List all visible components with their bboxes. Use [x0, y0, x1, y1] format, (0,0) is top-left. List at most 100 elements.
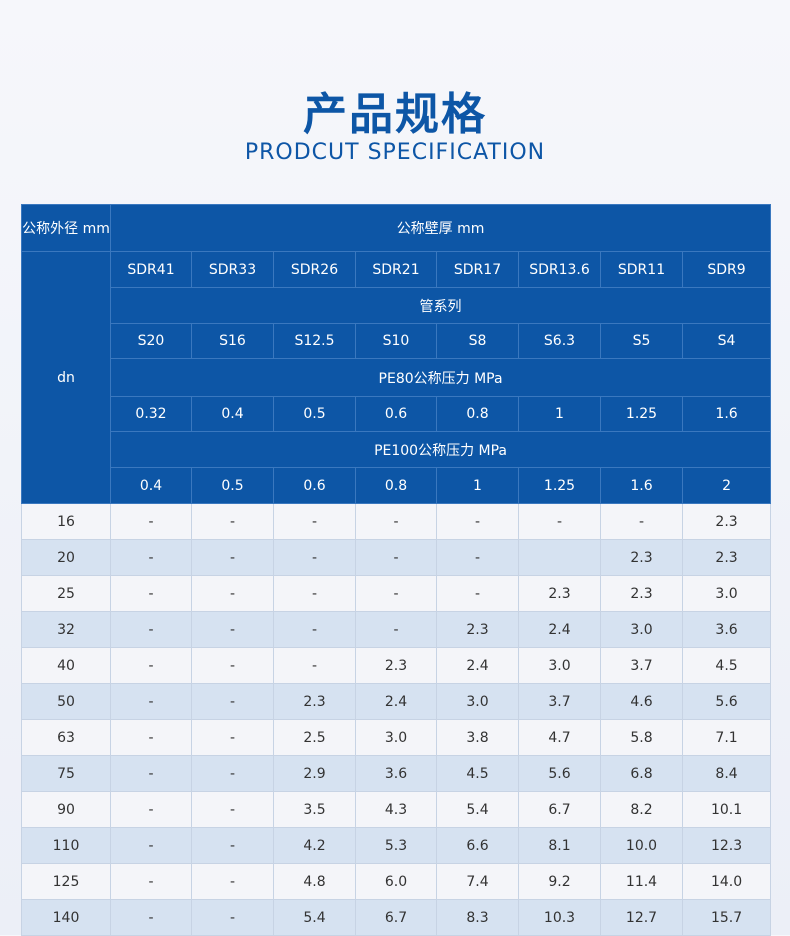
- dn-cell: 63: [21, 719, 111, 756]
- table-row: dn SDR41 SDR33 SDR26 SDR21 SDR17 SDR13.6 SDR11 S…: [21, 251, 772, 504]
- value-cell: -: [110, 791, 192, 828]
- value-cell: 5.3: [355, 827, 437, 864]
- corner-header: 公称外径 mm: [21, 204, 111, 252]
- value-cell: 2.3: [355, 647, 437, 684]
- table-row: PE80公称压力 MPa: [22, 358, 772, 397]
- value-cell: -: [191, 899, 274, 936]
- header-cell: S4: [681, 323, 772, 359]
- value-cell: 5.4: [436, 791, 519, 828]
- value-cell: 4.2: [273, 827, 356, 864]
- value-cell: -: [110, 647, 192, 684]
- value-cell: -: [191, 863, 274, 900]
- value-cell: 3.0: [681, 575, 772, 612]
- table-body: 16- - - - - - -2.3 20- - - - -2.3 2.3 25- - - - -2.3 2.3 3.…: [21, 503, 772, 936]
- value-cell: 5.6: [518, 755, 601, 792]
- table-row: 32- - - -2.3 2.4 3.0 3.6: [21, 611, 772, 648]
- value-cell: -: [273, 539, 356, 576]
- value-cell: -: [110, 719, 192, 756]
- dn-cell: 32: [21, 611, 111, 648]
- value-cell: 2.4: [518, 611, 601, 648]
- value-cell: 2.4: [436, 647, 519, 684]
- table-row: 40- - -2.3 2.4 3.0 3.7 4.5: [21, 647, 772, 684]
- value-cell: 2.3: [681, 503, 772, 540]
- header-cell: S5: [600, 323, 683, 359]
- value-cell: -: [110, 611, 192, 648]
- table-row: 20- - - - -2.3 2.3: [21, 539, 772, 576]
- header-cell: SDR41: [110, 251, 192, 288]
- header-cell: S8: [436, 323, 519, 359]
- value-cell: 2.3: [600, 575, 683, 612]
- dn-header: dn: [21, 251, 111, 504]
- value-cell: -: [110, 827, 192, 864]
- table-row: 管系列: [22, 287, 772, 324]
- value-cell: 4.7: [518, 719, 601, 756]
- table-row: 公称外径 mm 公称壁厚 mm: [21, 204, 772, 252]
- table-row: 75- -2.9 3.6 4.5 5.6 6.8 8.4: [21, 755, 772, 792]
- header-cell: S20: [110, 323, 192, 359]
- value-cell: -: [436, 503, 519, 540]
- table-row: 90- -3.5 4.3 5.4 6.7 8.2 10.1: [21, 791, 772, 828]
- value-cell: 4.3: [355, 791, 437, 828]
- header-cell: S12.5: [273, 323, 356, 359]
- value-cell: -: [191, 647, 274, 684]
- value-cell: 10.3: [518, 899, 601, 936]
- value-cell: 11.4: [600, 863, 683, 900]
- subtitle: PRODCUT SPECIFICATION: [244, 140, 546, 165]
- header-cell: SDR11: [600, 251, 683, 288]
- value-cell: 6.7: [518, 791, 601, 828]
- value-cell: 3.6: [681, 611, 772, 648]
- value-cell: 8.3: [436, 899, 519, 936]
- table-row: 25- - - - -2.3 2.3 3.0: [21, 575, 772, 612]
- dn-cell: 90: [21, 791, 111, 828]
- value-cell: 3.0: [436, 683, 519, 720]
- value-cell: 12.3: [681, 827, 772, 864]
- value-cell: -: [110, 899, 192, 936]
- value-cell: -: [191, 755, 274, 792]
- value-cell: -: [273, 611, 356, 648]
- table-row: S20 S16 S12.5 S10 S8 S6.3 S5 S4: [22, 323, 772, 359]
- header-cell: 0.4: [110, 467, 192, 504]
- header-cell: 0.5: [191, 467, 274, 504]
- value-cell: 3.6: [355, 755, 437, 792]
- header-cell: 0.4: [191, 396, 274, 432]
- group-header: PE100公称压力 MPa: [109, 431, 772, 468]
- header-cell: SDR26: [273, 251, 356, 288]
- value-cell: 8.4: [681, 755, 772, 792]
- group-header: PE80公称压力 MPa: [109, 358, 772, 397]
- dn-cell: 25: [21, 575, 111, 612]
- value-cell: -: [355, 503, 437, 540]
- value-cell: 6.8: [600, 755, 683, 792]
- value-cell: 4.6: [600, 683, 683, 720]
- header-cell: S10: [355, 323, 437, 359]
- value-cell: 3.0: [600, 611, 683, 648]
- value-cell: -: [191, 503, 274, 540]
- value-cell: 14.0: [681, 863, 772, 900]
- dn-cell: 125: [21, 863, 111, 900]
- value-cell: 10.1: [681, 791, 772, 828]
- dn-cell: 140: [21, 899, 111, 936]
- table-row: 0.4 0.5 0.6 0.8 1 1.25 1.6 2: [22, 467, 772, 504]
- table-row: 0.32 0.4 0.5 0.6 0.8 1 1.25 1.6: [22, 396, 772, 432]
- value-cell: -: [518, 503, 601, 540]
- value-cell: -: [191, 827, 274, 864]
- value-cell: [518, 539, 601, 576]
- value-cell: 3.0: [518, 647, 601, 684]
- dn-cell: 75: [21, 755, 111, 792]
- value-cell: 2.3: [600, 539, 683, 576]
- value-cell: -: [191, 539, 274, 576]
- value-cell: -: [110, 575, 192, 612]
- header-cell: 1.6: [681, 396, 772, 432]
- value-cell: 7.4: [436, 863, 519, 900]
- header-cell: SDR17: [436, 251, 519, 288]
- value-cell: 2.3: [681, 539, 772, 576]
- value-cell: 4.8: [273, 863, 356, 900]
- header-cell: 1.6: [600, 467, 683, 504]
- header-cell: SDR21: [355, 251, 437, 288]
- dn-cell: 110: [21, 827, 111, 864]
- value-cell: -: [273, 647, 356, 684]
- value-cell: -: [110, 503, 192, 540]
- header-cell: SDR33: [191, 251, 274, 288]
- group-header: 管系列: [109, 287, 772, 324]
- dn-cell: 20: [21, 539, 111, 576]
